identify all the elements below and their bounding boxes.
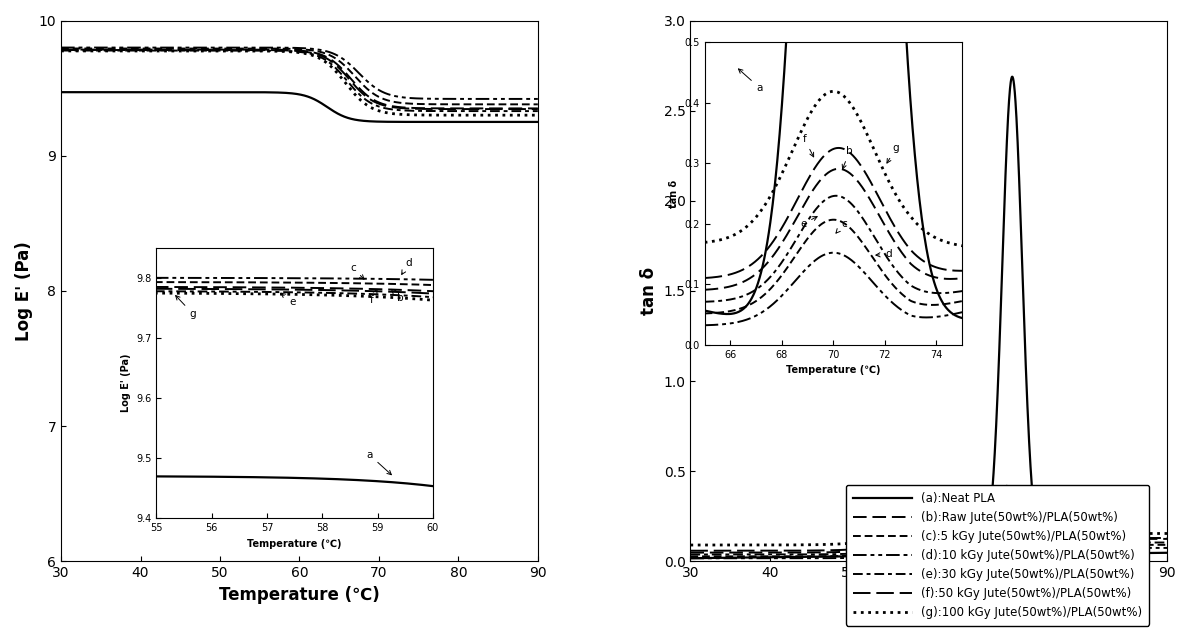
X-axis label: Temperature (℃): Temperature (℃) — [219, 586, 380, 604]
Y-axis label: Log E' (Pa): Log E' (Pa) — [15, 241, 33, 341]
Y-axis label: tan δ: tan δ — [640, 267, 657, 315]
Legend: (a):Neat PLA, (b):Raw Jute(50wt%)/PLA(50wt%), (c):5 kGy Jute(50wt%)/PLA(50wt%), : (a):Neat PLA, (b):Raw Jute(50wt%)/PLA(50… — [846, 485, 1149, 626]
X-axis label: Temperature (℃): Temperature (℃) — [848, 586, 1009, 604]
